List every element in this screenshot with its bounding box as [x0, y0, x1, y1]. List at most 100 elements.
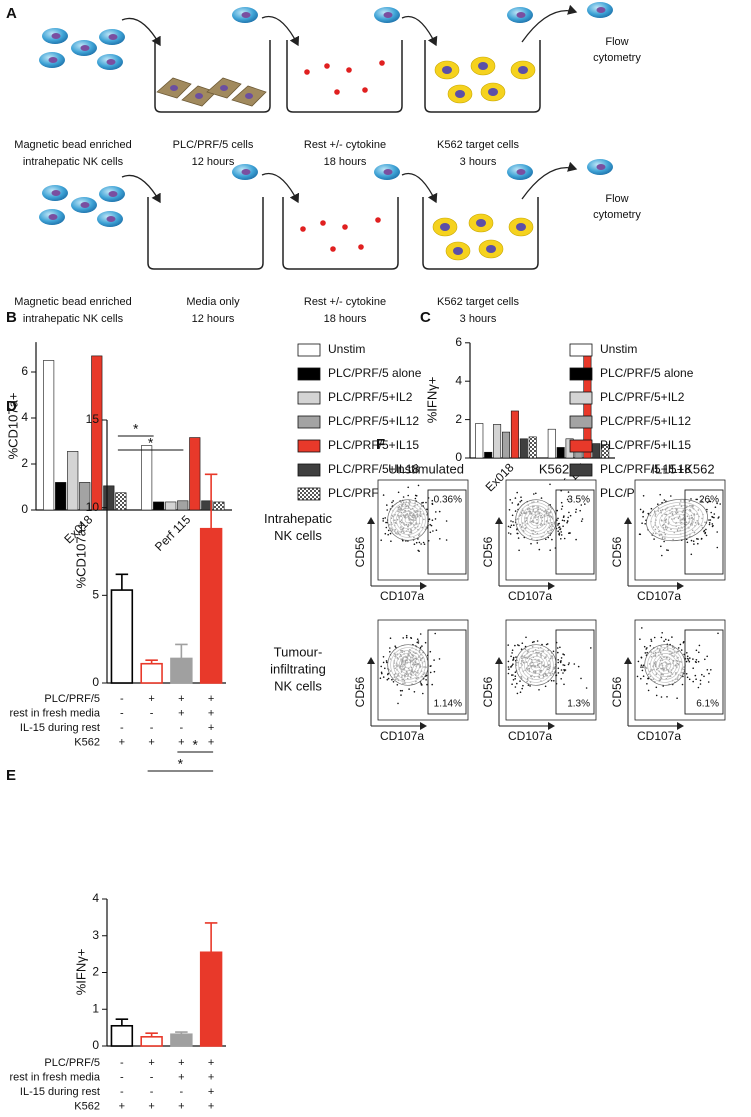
event-dot [512, 656, 515, 659]
event-dot [657, 503, 659, 506]
event-dot [431, 502, 434, 505]
event-dot [562, 672, 564, 674]
y-tick-label: 0 [92, 1038, 99, 1052]
event-dot [710, 669, 712, 671]
event-dot [671, 636, 673, 638]
event-dot [558, 522, 561, 525]
event-dot [679, 643, 682, 646]
bar [43, 360, 55, 511]
event-dot [653, 636, 656, 639]
cytokine-dot [304, 69, 310, 75]
event-dot [519, 691, 522, 693]
event-dot [541, 643, 543, 646]
event-dot [567, 516, 569, 519]
bar [170, 1033, 193, 1047]
event-dot [561, 505, 564, 508]
condition-sign: - [150, 1071, 154, 1083]
event-dot [508, 668, 510, 670]
event-dot [649, 645, 652, 647]
event-dot [511, 649, 514, 651]
event-dot [642, 495, 645, 497]
condition-sign: - [120, 693, 124, 705]
event-dot [518, 644, 520, 647]
event-dot [426, 683, 428, 686]
condition-sign: + [178, 707, 184, 719]
gate [555, 489, 595, 575]
condition-sign: - [120, 1086, 124, 1098]
event-dot [419, 646, 422, 649]
event-dot [544, 685, 547, 688]
gate-percent: 26% [699, 495, 719, 506]
k562-nucleus [478, 62, 488, 70]
panel-label: C [420, 309, 431, 326]
event-dot [400, 694, 402, 696]
condition-sign: - [120, 722, 124, 734]
output-label: Flow [605, 193, 628, 205]
event-dot [563, 683, 565, 686]
event-dot [560, 501, 563, 504]
x-axis-label: CD107a [508, 729, 552, 743]
event-dot [512, 521, 514, 523]
cytokine-dot [375, 217, 381, 223]
gate [427, 489, 467, 575]
bar [55, 482, 67, 511]
event-dot [402, 496, 405, 498]
cytokine-dot [358, 244, 364, 250]
y-axis-label: %CD107a+ [5, 393, 20, 460]
event-dot [514, 686, 517, 688]
condition-sign: + [148, 1100, 154, 1112]
event-dot [394, 645, 397, 647]
event-dot [507, 666, 510, 668]
event-dot [514, 510, 517, 512]
legend-label: PLC/PRF/5+IL15 [328, 438, 419, 452]
event-dot [510, 655, 512, 658]
event-dot [413, 543, 416, 545]
cytokine-dot [300, 226, 306, 232]
event-dot [417, 484, 420, 487]
cytokine-dot [330, 246, 336, 252]
event-dot [560, 531, 562, 533]
bar [140, 662, 163, 684]
y-tick-label: 5 [92, 588, 99, 602]
event-dot [566, 521, 568, 524]
y-tick-label: 0 [455, 450, 462, 464]
bar [199, 527, 223, 684]
event-dot [689, 657, 691, 659]
event-dot [685, 660, 688, 663]
y-axis-label: CD56 [481, 676, 495, 707]
event-dot [677, 647, 680, 649]
bar [110, 1024, 134, 1047]
event-dot [536, 542, 539, 544]
event-dot [420, 682, 422, 685]
event-dot [713, 513, 716, 515]
event-dot [549, 483, 551, 486]
event-dot [549, 549, 551, 551]
event-dot [556, 509, 558, 512]
event-dot [421, 684, 423, 686]
event-dot [667, 549, 669, 552]
gate-percent: 0.36% [434, 495, 462, 506]
event-dot [516, 528, 518, 531]
significance-label: * [148, 435, 154, 451]
event-dot [545, 538, 547, 541]
event-dot [417, 642, 420, 644]
condition-sign: + [208, 693, 214, 705]
event-dot [690, 498, 692, 500]
event-dot [660, 696, 663, 698]
event-dot [405, 636, 408, 639]
beaker [154, 40, 271, 113]
nk-nucleus [596, 7, 606, 13]
y-tick-label: 3 [92, 928, 99, 942]
k562-nucleus [453, 247, 463, 255]
event-dot [385, 660, 388, 662]
row-label: infiltrating [270, 661, 326, 676]
bar [165, 501, 177, 511]
bar [189, 437, 201, 511]
event-dot [533, 640, 535, 643]
x-axis-label: CD107a [380, 589, 424, 603]
event-dot [704, 532, 706, 535]
k562-nucleus [488, 88, 498, 96]
event-dot [703, 675, 705, 678]
event-dot [711, 523, 714, 525]
condition-sign: - [120, 1057, 124, 1069]
